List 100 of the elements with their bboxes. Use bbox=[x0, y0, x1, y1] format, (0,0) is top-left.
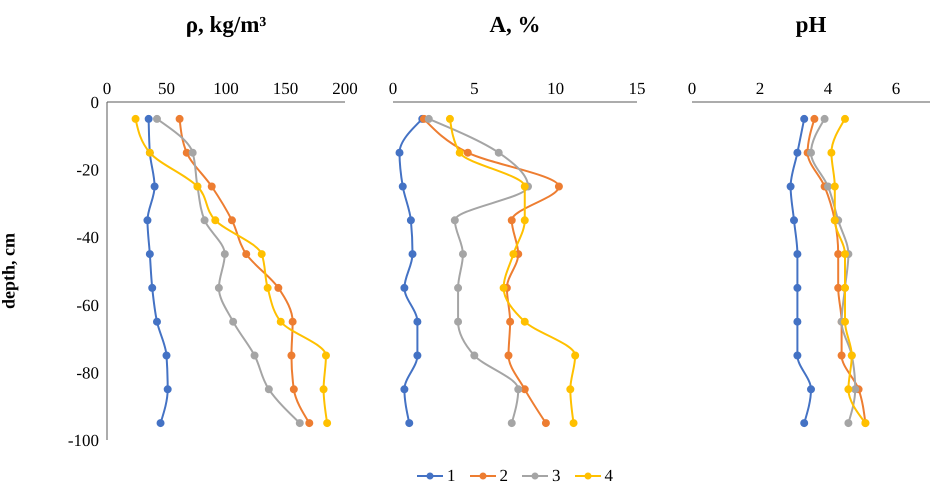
point bbox=[264, 284, 272, 292]
x-tick-label: 5 bbox=[470, 79, 479, 98]
point bbox=[405, 419, 414, 428]
y-tick-label: -20 bbox=[76, 160, 99, 180]
point bbox=[228, 216, 236, 224]
point bbox=[323, 419, 332, 428]
point bbox=[500, 284, 508, 292]
y-tick-label: -100 bbox=[68, 431, 99, 450]
point bbox=[188, 148, 197, 157]
point bbox=[220, 250, 229, 258]
legend-label: 3 bbox=[552, 466, 560, 486]
point bbox=[274, 284, 282, 292]
point bbox=[287, 352, 296, 360]
point bbox=[242, 250, 250, 258]
point bbox=[143, 216, 152, 224]
y-tick-label: -80 bbox=[76, 363, 99, 382]
point bbox=[211, 216, 220, 224]
point bbox=[834, 284, 842, 292]
x-tick-label: 0 bbox=[388, 79, 398, 98]
x-tick-label: 50 bbox=[158, 79, 175, 98]
point bbox=[820, 114, 829, 123]
point bbox=[250, 352, 259, 360]
point bbox=[504, 352, 512, 360]
point bbox=[290, 385, 298, 394]
point bbox=[827, 148, 836, 157]
point bbox=[176, 114, 184, 123]
y-tick-label: -40 bbox=[76, 228, 99, 248]
point bbox=[132, 114, 140, 123]
point bbox=[841, 114, 849, 123]
point bbox=[406, 216, 415, 224]
point bbox=[793, 148, 802, 157]
x-tick-label: 0 bbox=[102, 79, 112, 98]
point bbox=[156, 419, 165, 428]
point bbox=[276, 318, 285, 326]
point bbox=[542, 419, 550, 428]
point bbox=[786, 182, 795, 190]
point bbox=[841, 318, 849, 326]
legend-label: 4 bbox=[604, 466, 613, 486]
point bbox=[150, 182, 159, 190]
point bbox=[834, 250, 842, 258]
x-tick-label: 10 bbox=[547, 79, 564, 98]
point bbox=[520, 318, 529, 326]
point bbox=[800, 419, 808, 428]
point bbox=[400, 385, 408, 394]
point bbox=[144, 114, 153, 123]
point bbox=[800, 114, 808, 123]
x-tick-label: 100 bbox=[213, 79, 239, 98]
point bbox=[288, 318, 297, 326]
point bbox=[454, 284, 462, 292]
point bbox=[146, 250, 154, 258]
point bbox=[790, 216, 798, 224]
point bbox=[464, 148, 472, 157]
point bbox=[810, 114, 818, 123]
x-tick-label: 200 bbox=[332, 79, 358, 98]
point bbox=[322, 352, 330, 360]
point bbox=[570, 419, 578, 428]
legend-label: 2 bbox=[500, 466, 508, 486]
point bbox=[148, 284, 156, 292]
chart-title: pH bbox=[794, 12, 828, 38]
point bbox=[844, 419, 852, 428]
point bbox=[164, 385, 172, 394]
point bbox=[446, 114, 454, 123]
point bbox=[844, 385, 852, 394]
legend-label: 1 bbox=[447, 466, 456, 486]
point bbox=[841, 250, 849, 258]
point bbox=[838, 352, 846, 360]
point bbox=[851, 385, 860, 394]
point bbox=[424, 114, 433, 123]
point bbox=[458, 250, 467, 258]
y-axis-title: depth, cm bbox=[0, 232, 18, 309]
point bbox=[793, 352, 802, 360]
point bbox=[264, 385, 273, 394]
point bbox=[413, 318, 422, 326]
point bbox=[470, 352, 478, 360]
x-tick-label: 15 bbox=[628, 79, 646, 98]
point bbox=[200, 216, 209, 224]
point bbox=[320, 385, 328, 394]
point bbox=[400, 284, 408, 292]
point bbox=[162, 352, 170, 360]
point bbox=[152, 114, 161, 123]
point bbox=[793, 284, 802, 292]
point bbox=[830, 182, 839, 190]
y-tick-label: -60 bbox=[76, 296, 99, 315]
point bbox=[305, 419, 314, 428]
point bbox=[456, 148, 464, 157]
point bbox=[258, 250, 266, 258]
point bbox=[509, 250, 518, 258]
point bbox=[824, 182, 832, 190]
point bbox=[214, 284, 223, 292]
chart-title: ρ, kg/m³ bbox=[184, 12, 268, 38]
point bbox=[450, 216, 459, 224]
point bbox=[807, 385, 815, 394]
x-tick-label: 4 bbox=[824, 79, 833, 98]
point bbox=[454, 318, 462, 326]
point bbox=[494, 148, 503, 157]
point bbox=[793, 250, 802, 258]
point bbox=[520, 182, 529, 190]
point bbox=[152, 318, 161, 326]
point bbox=[554, 182, 563, 190]
point bbox=[807, 148, 815, 157]
